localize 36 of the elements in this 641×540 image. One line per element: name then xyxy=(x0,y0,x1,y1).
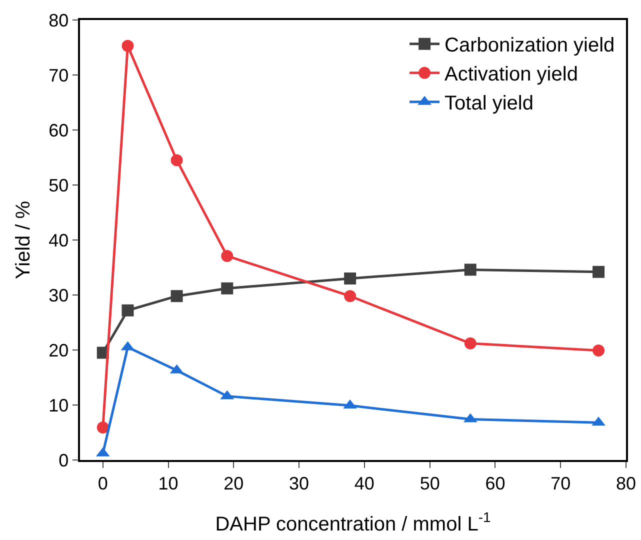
point xyxy=(122,304,134,316)
x-tick-label: 50 xyxy=(420,473,440,494)
x-tick-label: 80 xyxy=(616,473,636,494)
legend-label: Carbonization yield xyxy=(444,34,615,57)
y-tick-label: 30 xyxy=(48,285,69,306)
x-tick-label: 60 xyxy=(485,473,506,494)
x-tick-label: 20 xyxy=(224,473,244,494)
y-tick-label: 60 xyxy=(48,120,69,140)
y-tick-label: 70 xyxy=(48,65,69,86)
x-tick-label: 10 xyxy=(158,473,178,494)
point xyxy=(170,290,183,302)
point xyxy=(96,422,109,434)
x-tick-label: 70 xyxy=(550,473,571,494)
point xyxy=(344,290,356,302)
y-tick-label: 0 xyxy=(58,450,69,470)
point xyxy=(464,337,476,350)
y-tick-label: 50 xyxy=(48,175,69,196)
legend-label: Total yield xyxy=(444,92,534,115)
x-tick-label: 40 xyxy=(354,473,374,494)
y-tick-label: 10 xyxy=(48,395,69,416)
point xyxy=(170,154,183,166)
y-tick-label: 80 xyxy=(48,10,69,30)
point xyxy=(221,282,234,294)
point xyxy=(344,272,356,284)
y-tick-label: 20 xyxy=(48,340,69,360)
y-tick-label: 40 xyxy=(48,230,69,250)
point xyxy=(592,266,605,278)
x-axis-title: DAHP concentration / mmol L$^{-1}$ xyxy=(215,509,491,536)
x-tick-label: 0 xyxy=(98,473,108,494)
point xyxy=(592,344,605,357)
legend-label: Activation yield xyxy=(444,64,578,86)
x-tick-label: 30 xyxy=(289,473,310,494)
y-axis-title: Yield / % xyxy=(12,200,34,280)
point xyxy=(122,40,134,52)
point xyxy=(464,264,476,276)
point xyxy=(221,250,234,262)
